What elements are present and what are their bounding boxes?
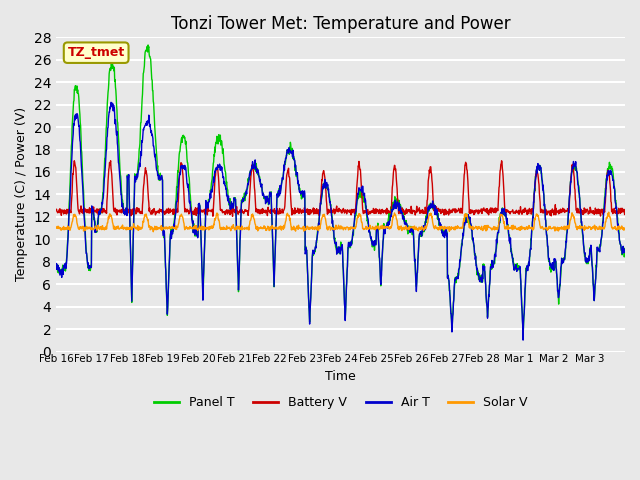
Y-axis label: Temperature (C) / Power (V): Temperature (C) / Power (V) <box>15 108 28 281</box>
Text: TZ_tmet: TZ_tmet <box>68 46 125 59</box>
Title: Tonzi Tower Met: Temperature and Power: Tonzi Tower Met: Temperature and Power <box>171 15 510 33</box>
Legend: Panel T, Battery V, Air T, Solar V: Panel T, Battery V, Air T, Solar V <box>148 391 532 414</box>
X-axis label: Time: Time <box>325 370 356 383</box>
